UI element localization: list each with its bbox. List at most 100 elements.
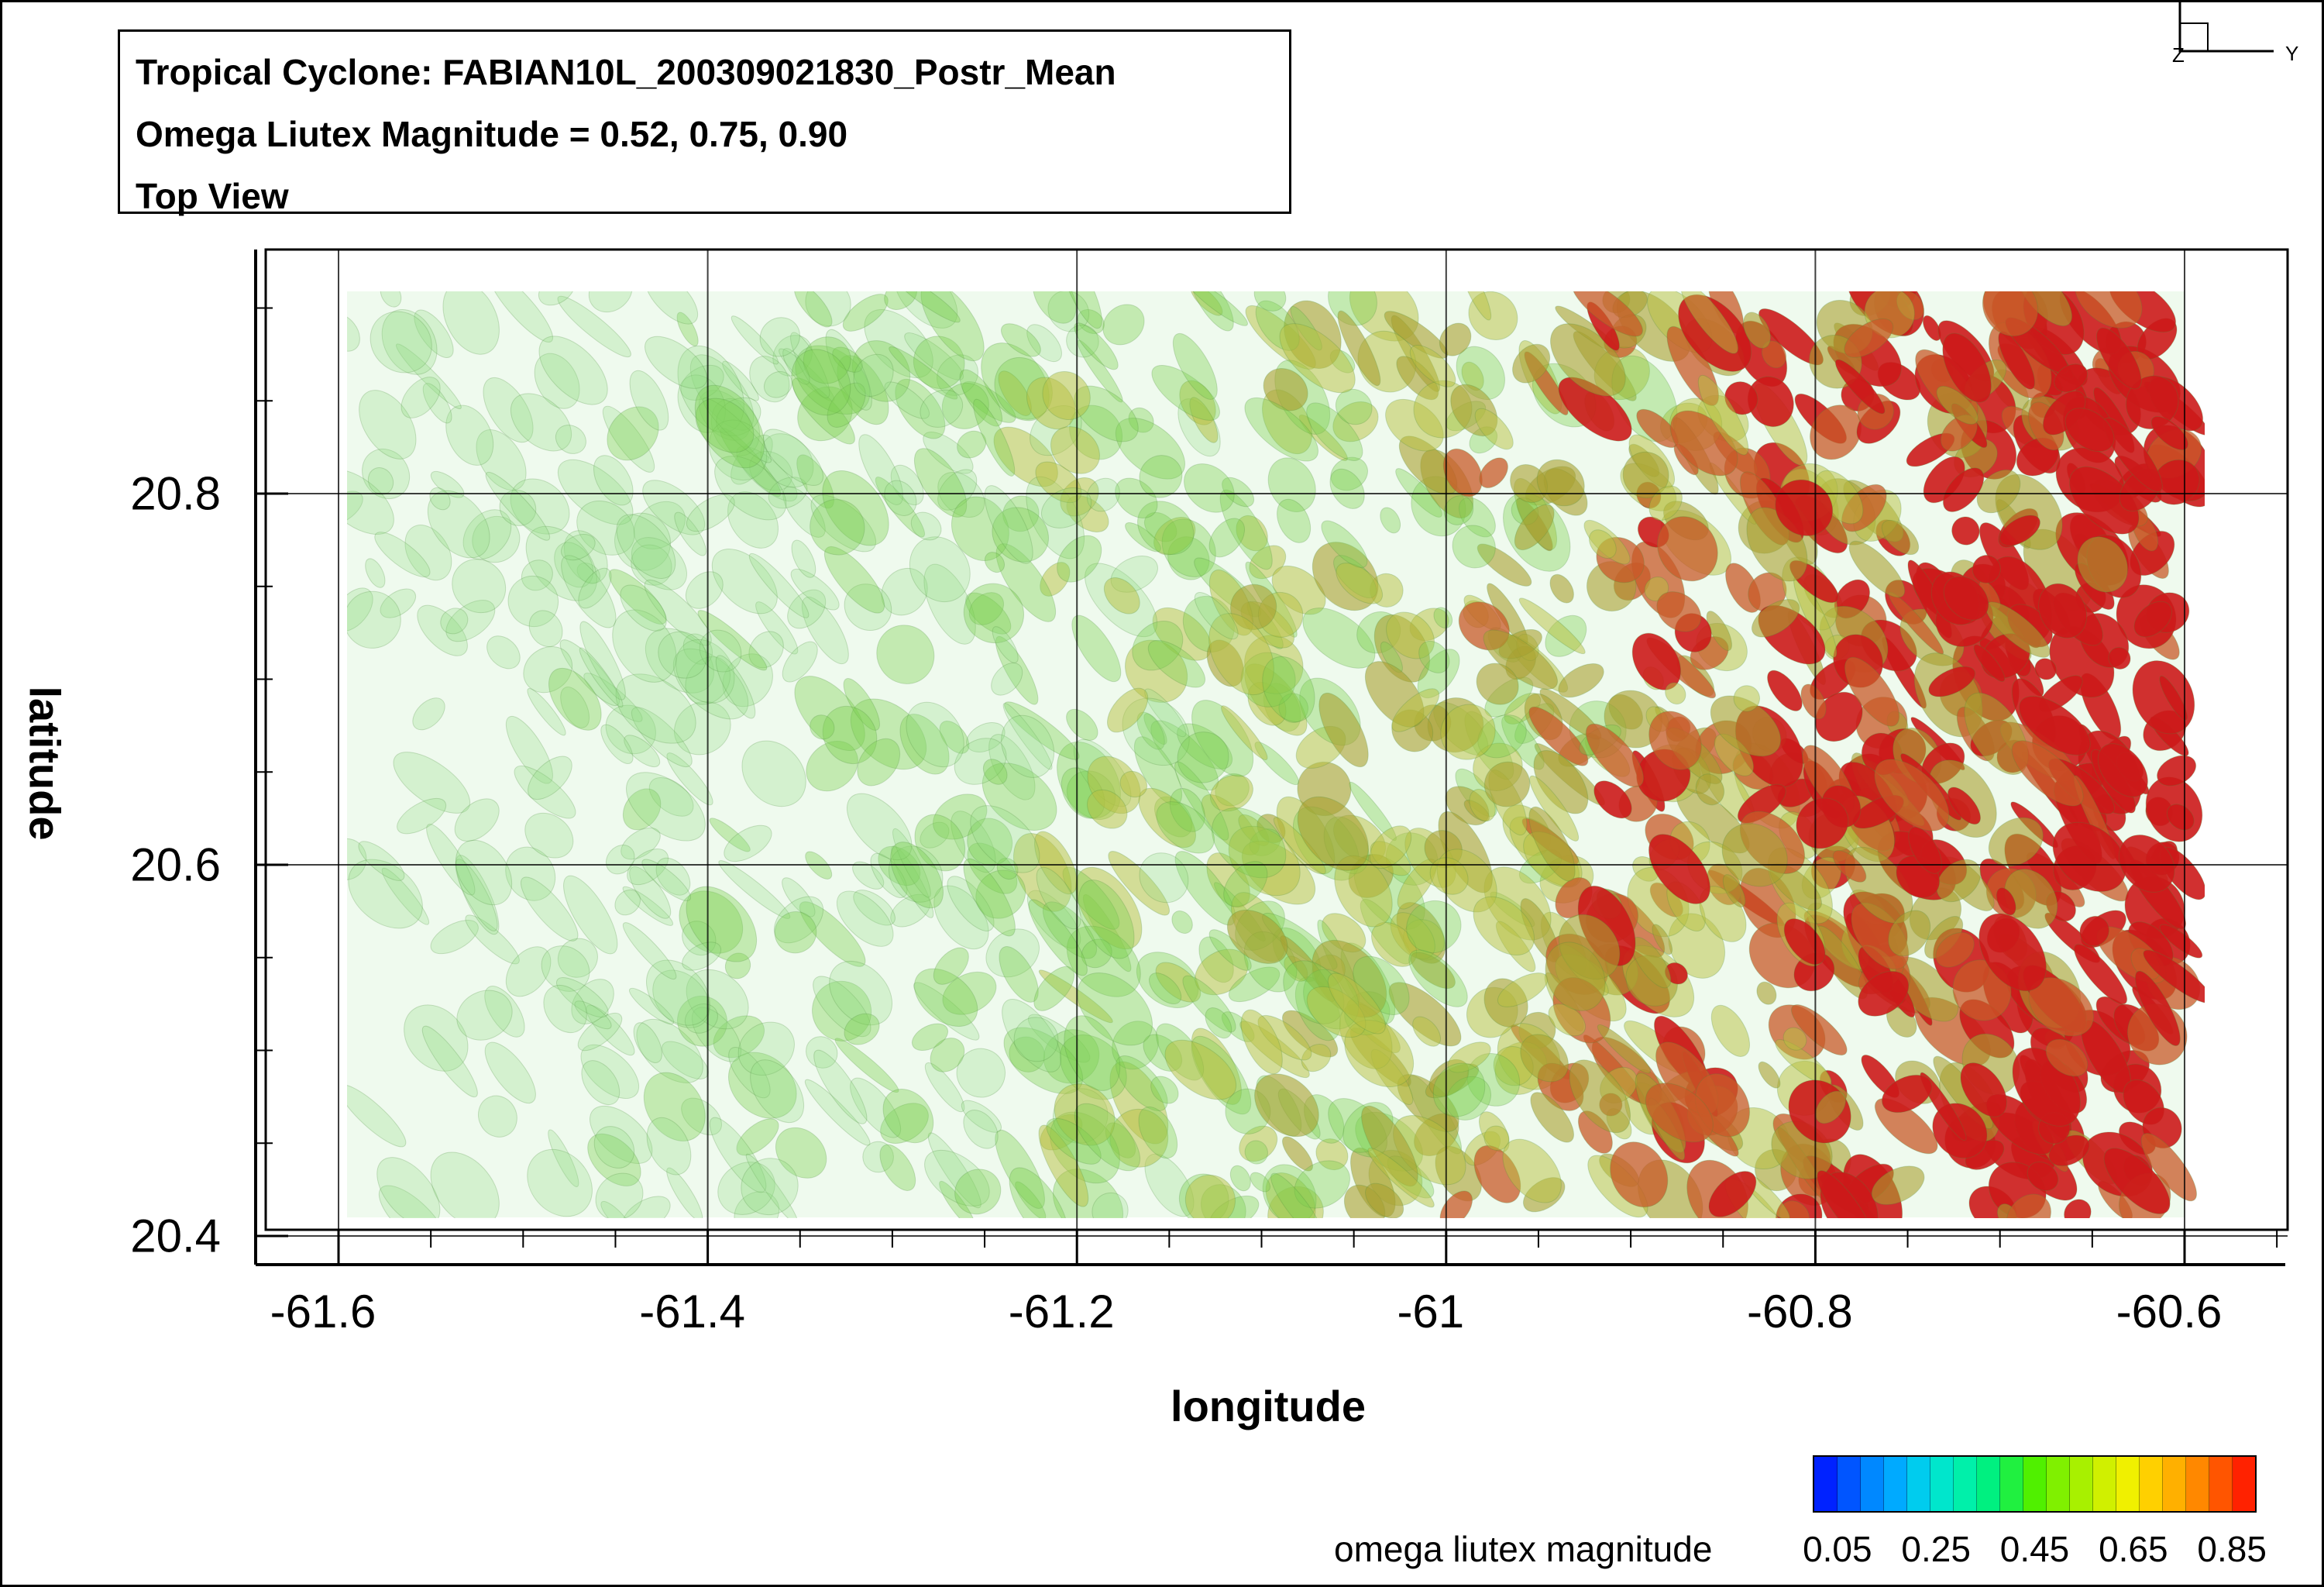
vortex-blob (1318, 692, 1369, 768)
vortex-blob (1327, 973, 1386, 1034)
vortex-blob (645, 291, 699, 325)
vortex-blob (737, 1021, 795, 1076)
vortex-blob (2034, 658, 2057, 680)
vortex-blob (1589, 529, 1617, 559)
vortex-blob (999, 946, 1039, 1003)
vortex-blob (510, 478, 570, 535)
vortex-blob (937, 469, 978, 511)
vortex-blob (1115, 418, 1185, 480)
vortex-blob (612, 609, 677, 683)
vortex-blob (956, 1048, 1006, 1098)
vortex-blob (1960, 1062, 2007, 1117)
vortex-blob (1528, 706, 1589, 766)
vortex-blob (1775, 1039, 1832, 1086)
vortex-blob (823, 546, 885, 614)
vortex-blob (1107, 687, 1149, 733)
vortex-blob (982, 759, 1008, 785)
vortex-blob (631, 544, 672, 586)
vortex-blob (724, 952, 751, 979)
colorbar-segment (1838, 1457, 1861, 1511)
vortex-blob (2150, 415, 2188, 451)
colorbar-segment (2070, 1457, 2093, 1511)
grid-lines (266, 250, 2288, 1237)
vortex-blob (427, 490, 490, 559)
vortex-blob (579, 647, 624, 707)
vortex-blob (1054, 1083, 1116, 1146)
vortex-blob (1244, 397, 1318, 462)
vortex-blob (1077, 308, 1105, 335)
vortex-blob (1209, 774, 1253, 812)
vortex-blob (620, 584, 667, 632)
x-tick-label: -60.8 (1747, 1286, 1853, 1337)
vortex-blob (995, 635, 1039, 705)
vortex-blob (716, 397, 761, 437)
vortex-blob (884, 381, 930, 419)
vortex-blob (1571, 291, 1643, 337)
vortex-blob (850, 698, 927, 770)
vortex-blob (586, 1004, 635, 1056)
vortex-blob (1002, 495, 1040, 532)
vortex-blob (347, 491, 363, 527)
vortex-blob (2045, 1038, 2089, 1077)
vortex-blob (933, 794, 988, 840)
vortex-blob (1452, 525, 1496, 569)
vortex-blob (832, 346, 863, 373)
vortex-blob (1151, 364, 1220, 421)
vortex-blob (762, 429, 824, 486)
vortex-blob (1610, 1141, 1669, 1208)
vortex-blob (1315, 1138, 1349, 1171)
vortex-blob (614, 889, 641, 916)
vortex-blob (615, 673, 696, 744)
colorbar-segment (1954, 1457, 1977, 1511)
vortex-blob (1144, 688, 1187, 738)
vortex-blob (924, 1149, 990, 1207)
vortex-blob (1733, 685, 1760, 712)
vortex-blob (892, 828, 931, 898)
vortex-blob (397, 797, 447, 835)
vortex-blob (1071, 614, 1122, 683)
vortex-blob (2038, 583, 2088, 639)
vortex-blob (1848, 540, 1906, 598)
vortex-blob (1112, 1021, 1159, 1070)
vortex-blob (851, 340, 911, 402)
vortex-blob (1282, 1136, 1313, 1172)
vortex-blob (1569, 1059, 1631, 1134)
vortex-blob (1943, 576, 1989, 621)
colorbar-segment (2186, 1457, 2209, 1511)
vortex-blob (790, 568, 840, 611)
colorbar-segment (2116, 1457, 2140, 1511)
vortex-blob (1042, 901, 1098, 959)
vortex-blob (1433, 607, 1453, 628)
vortex-blob (2159, 675, 2188, 721)
vortex-blob (1161, 518, 1216, 577)
vortex-blob (711, 549, 778, 614)
vortex-blob (1384, 311, 1449, 359)
vortex-blob (963, 858, 1016, 937)
vortex-blob (622, 788, 662, 831)
vortex-blob (793, 291, 833, 328)
vortex-blob (2097, 743, 2148, 797)
vortex-blob (621, 827, 661, 860)
vortex-blob (1028, 899, 1088, 976)
colorbar-segment (2233, 1457, 2255, 1511)
vortex-blob (790, 332, 830, 399)
vortex-blob (614, 512, 671, 571)
vortex-blob (1081, 938, 1112, 969)
vortex-blob (652, 969, 710, 1028)
vortex-blob (1710, 695, 1781, 757)
vortex-blob (933, 947, 969, 985)
vortex-blob (782, 348, 810, 385)
vortex-blob (759, 317, 800, 357)
vortex-blob (911, 1023, 949, 1052)
vortex-blob (967, 842, 1018, 894)
vortex-blob (543, 984, 587, 1034)
vortex-blob (548, 1129, 579, 1187)
vortex-blob (937, 354, 978, 396)
vortex-blob (843, 678, 880, 731)
vortex-blob (910, 511, 942, 541)
vortex-blob (1951, 516, 1980, 546)
vortex-blob (889, 346, 958, 400)
vortex-blob (1908, 826, 1942, 874)
vortex-blob (1752, 599, 1800, 638)
